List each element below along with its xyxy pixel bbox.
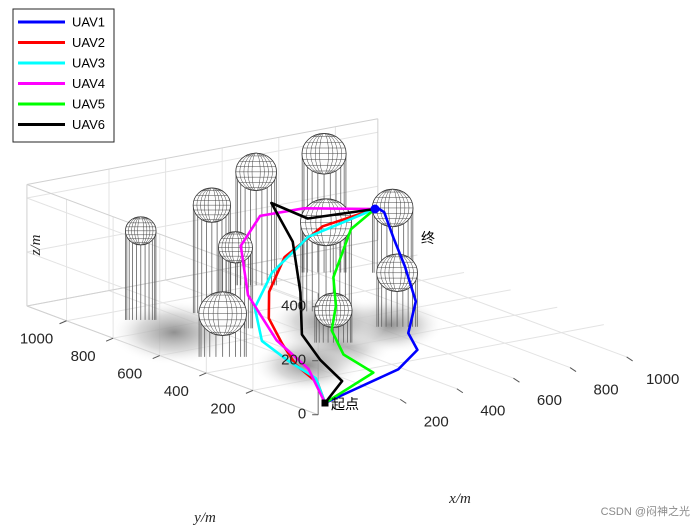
x-tick-mark xyxy=(399,398,407,404)
obstacle-dome xyxy=(235,152,277,192)
x-tick-label: 400 xyxy=(480,403,505,420)
legend-label: UAV4 xyxy=(72,76,105,91)
terrain-surface xyxy=(109,293,445,393)
y-tick-mark xyxy=(59,320,67,325)
obstacle-cylinder xyxy=(376,253,418,327)
obstacle-cylinder xyxy=(235,152,277,286)
legend: UAV1 UAV2 UAV3 UAV4 UAV5 UAV6 xyxy=(12,8,115,143)
path-uav1 xyxy=(324,205,419,405)
obstacle-dome xyxy=(371,188,414,228)
path-uav5 xyxy=(324,208,376,405)
y-tick-mark xyxy=(199,372,207,377)
x-axis-label: x/m xyxy=(448,491,471,507)
obstacle-dome xyxy=(198,291,247,336)
obstacle-cylinder xyxy=(125,216,157,320)
x-tick-mark xyxy=(569,367,577,372)
x-tick-mark xyxy=(456,388,464,394)
box-edge xyxy=(26,239,378,307)
terrain-hill xyxy=(252,337,363,393)
end-label: 终 xyxy=(421,230,435,246)
legend-label: UAV2 xyxy=(72,35,105,50)
obstacle-cylinder xyxy=(198,291,247,357)
x-tick-mark xyxy=(626,356,633,362)
legend-label: UAV3 xyxy=(72,56,105,71)
tick-labels: 200 400 600 800 1000 200 400 600 800 1000 0 200 400 xyxy=(20,298,679,431)
obstacle-dome xyxy=(192,187,231,223)
legend-box xyxy=(12,8,115,143)
obstacle-dome xyxy=(125,216,157,246)
goal-marker xyxy=(370,204,380,214)
z-tick-label: 200 xyxy=(281,352,306,369)
start-label: 起点 xyxy=(331,396,359,412)
y-tick-label: 400 xyxy=(164,383,189,400)
obstacle-dome xyxy=(301,133,347,175)
x-tick-label: 1000 xyxy=(646,371,679,388)
y-tick-mark xyxy=(152,355,160,360)
x-tick-label: 800 xyxy=(594,382,619,399)
uav-paths xyxy=(239,201,419,407)
y-tick-mark xyxy=(245,389,254,394)
z-axis-label: z/m xyxy=(28,234,44,256)
legend-label: UAV5 xyxy=(72,97,105,112)
start-marker xyxy=(321,399,329,407)
y-axis-label: y/m xyxy=(192,510,216,525)
x-tick-label: 600 xyxy=(537,392,562,409)
watermark: CSDN @闷神之光 xyxy=(601,504,690,518)
path-uav4 xyxy=(239,207,376,404)
y-tick-label: 600 xyxy=(117,366,142,383)
legend-label: UAV1 xyxy=(72,15,105,30)
y-tick-label: 1000 xyxy=(20,331,53,348)
x-tick-label: 200 xyxy=(424,413,449,430)
floor-grid-line xyxy=(66,254,418,322)
z-tick-label: 400 xyxy=(281,298,306,315)
box-edge xyxy=(26,118,378,185)
legend-label: UAV6 xyxy=(72,117,105,132)
z-tick-label: 0 xyxy=(298,406,306,423)
y-tick-mark xyxy=(105,337,114,342)
y-tick-label: 800 xyxy=(71,348,96,365)
obstacle-dome xyxy=(376,253,418,292)
path-uav6 xyxy=(270,201,376,404)
x-tick-mark xyxy=(513,377,520,383)
y-tick-label: 200 xyxy=(210,400,235,417)
